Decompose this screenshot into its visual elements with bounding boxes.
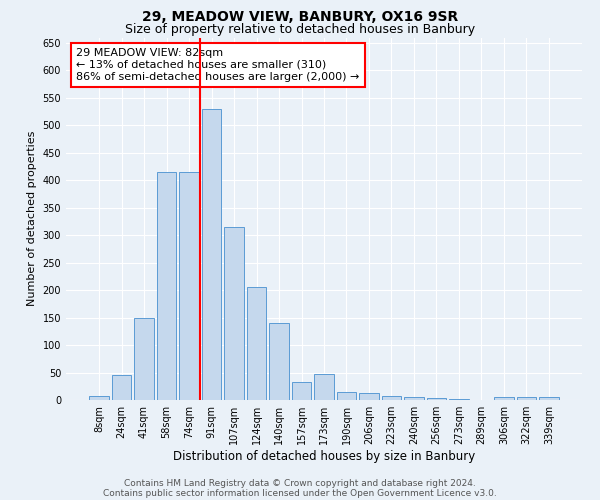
Bar [382,396,401,400]
Bar [517,398,536,400]
Text: Contains public sector information licensed under the Open Government Licence v3: Contains public sector information licen… [103,488,497,498]
Bar [292,382,311,400]
Bar [494,398,514,400]
Text: 29 MEADOW VIEW: 82sqm
← 13% of detached houses are smaller (310)
86% of semi-det: 29 MEADOW VIEW: 82sqm ← 13% of detached … [76,48,359,82]
Bar [539,396,559,400]
Bar [112,376,131,400]
Bar [337,392,356,400]
Bar [224,227,244,400]
Bar [427,398,446,400]
Text: 29, MEADOW VIEW, BANBURY, OX16 9SR: 29, MEADOW VIEW, BANBURY, OX16 9SR [142,10,458,24]
Bar [89,396,109,400]
Bar [157,172,176,400]
Bar [179,172,199,400]
Y-axis label: Number of detached properties: Number of detached properties [27,131,37,306]
Bar [269,323,289,400]
Text: Size of property relative to detached houses in Banbury: Size of property relative to detached ho… [125,22,475,36]
X-axis label: Distribution of detached houses by size in Banbury: Distribution of detached houses by size … [173,450,475,463]
Bar [134,318,154,400]
Bar [247,288,266,400]
Bar [449,399,469,400]
Bar [202,109,221,400]
Bar [404,398,424,400]
Text: Contains HM Land Registry data © Crown copyright and database right 2024.: Contains HM Land Registry data © Crown c… [124,478,476,488]
Bar [314,374,334,400]
Bar [359,393,379,400]
